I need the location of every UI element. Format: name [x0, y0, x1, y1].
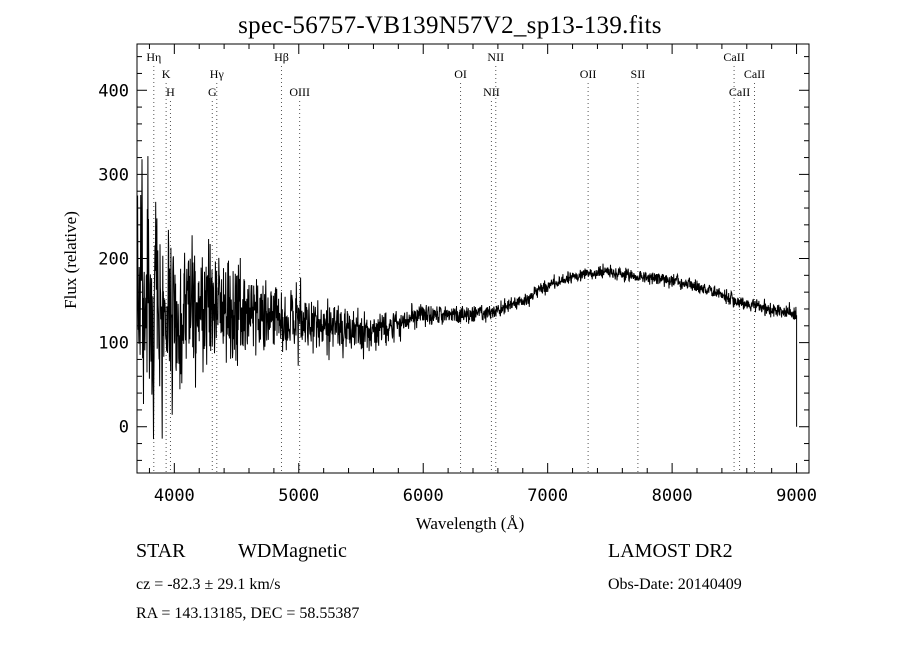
spectral-line-label: NII	[487, 50, 504, 64]
spectral-line-label: Hη	[146, 50, 161, 64]
plot-frame	[136, 43, 810, 474]
ra-dec-coordinates: RA = 143.13185, DEC = 58.55387	[136, 605, 360, 622]
y-tick-label: 100	[98, 334, 129, 354]
spectral-line-label: CaII	[723, 50, 744, 64]
spectral-line-label: SII	[631, 67, 646, 81]
spectral-line-label: H	[166, 85, 175, 99]
y-tick-label: 400	[98, 81, 129, 101]
spectral-line-label: OI	[454, 67, 467, 81]
spectral-line-label: G	[208, 85, 217, 99]
spectral-line-label: CaII	[744, 67, 765, 81]
spectral-line-markers	[153, 66, 755, 473]
spectral-line-label: NII	[483, 85, 500, 99]
spectrum-line	[136, 156, 798, 440]
x-tick-label: 6000	[403, 486, 444, 506]
object-class: STAR	[136, 540, 186, 562]
x-tick-label: 4000	[154, 486, 195, 506]
survey-name: LAMOST DR2	[608, 540, 733, 562]
y-axis-label: Flux (relative)	[61, 211, 80, 309]
y-tick-label: 300	[98, 165, 129, 185]
observation-date: Obs-Date: 20140409	[608, 576, 742, 593]
spectral-line-label: OII	[580, 67, 597, 81]
x-tick-label: 9000	[776, 486, 817, 506]
y-tick-label: 200	[98, 250, 129, 270]
x-axis-label: Wavelength (Å)	[416, 514, 525, 533]
object-subclass: WDMagnetic	[238, 540, 347, 562]
x-tick-label: 5000	[278, 486, 319, 506]
x-tick-label: 8000	[652, 486, 693, 506]
redshift-velocity: cz = -82.3 ± 29.1 km/s	[136, 576, 281, 593]
y-tick-label: 0	[119, 418, 129, 438]
spectral-line-label: CaII	[729, 85, 750, 99]
chart-title: spec-56757-VB139N57V2_sp13-139.fits	[238, 12, 662, 39]
spectral-line-label: K	[162, 67, 171, 81]
axes: 4000 5000 6000 7000 8000 9000 0 100 200 300 400 HηK…	[98, 43, 817, 506]
spectral-line-label: Hγ	[210, 67, 225, 81]
spectral-line-label: OIII	[289, 85, 310, 99]
x-tick-label: 7000	[527, 486, 568, 506]
spectral-line-label: Hβ	[274, 50, 289, 64]
